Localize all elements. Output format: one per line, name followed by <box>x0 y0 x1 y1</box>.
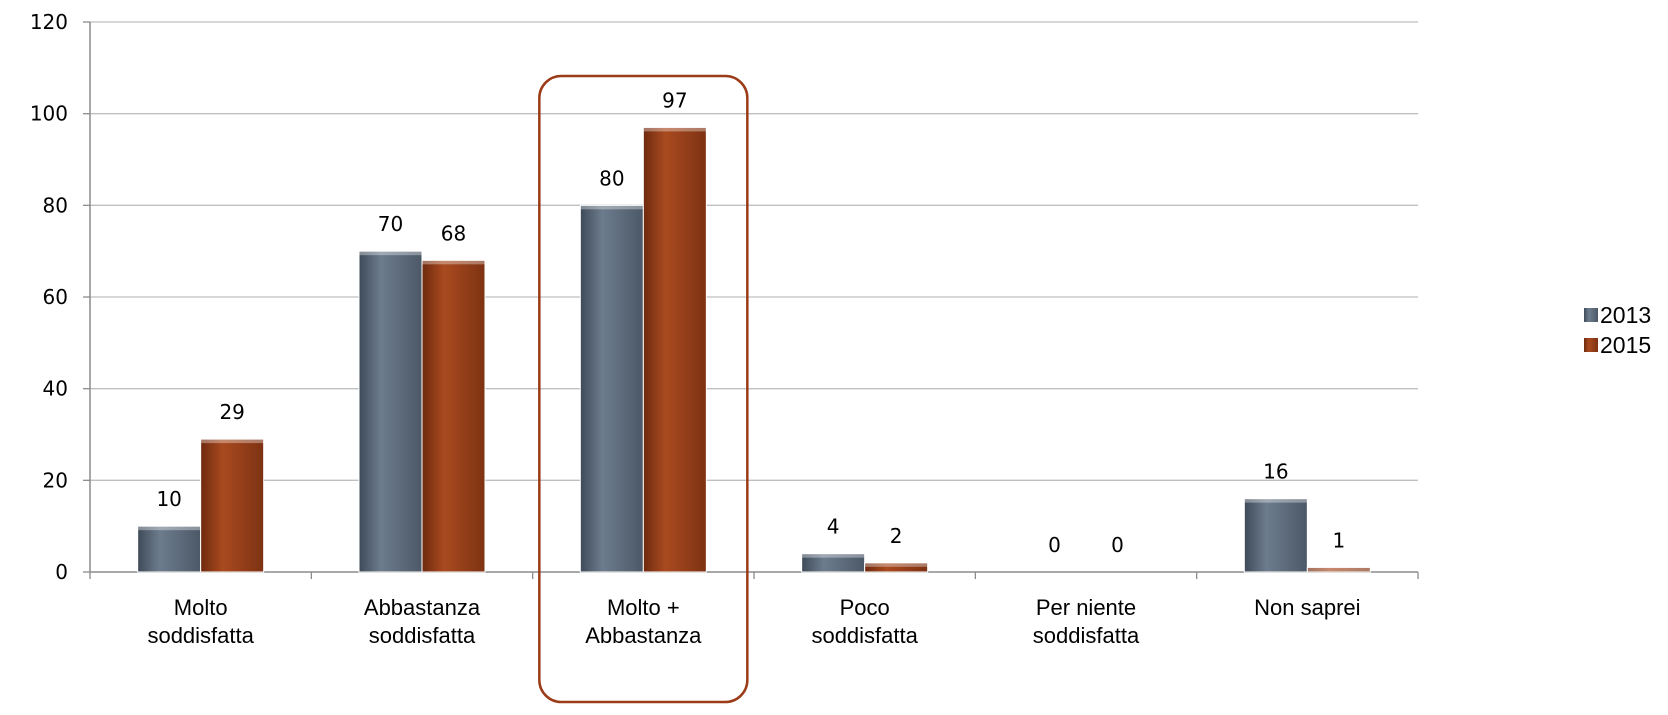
y-tick-label: 20 <box>43 468 68 492</box>
bar-2013-5 <box>1243 498 1308 573</box>
x-category-label-line: soddisfatta <box>1033 623 1140 648</box>
bars <box>137 126 1371 573</box>
highlight-box <box>538 74 749 704</box>
x-category-label-line: Abbastanza <box>585 623 702 648</box>
bar-2015-0 <box>200 438 265 573</box>
x-category-label-line: Per niente <box>1036 595 1136 620</box>
y-tick-label: 120 <box>30 10 68 34</box>
legend: 2013 2015 <box>1584 302 1651 358</box>
x-category-label-line: Poco <box>840 595 890 620</box>
y-tick-label: 0 <box>55 560 68 584</box>
highlight-box-molto-abbastanza <box>538 74 749 704</box>
data-label-2015-2: 97 <box>662 88 687 112</box>
bar-top-highlight <box>137 526 201 531</box>
bar-top-highlight <box>864 562 928 567</box>
bar-2015-5 <box>1306 566 1371 573</box>
legend-label-2013: 2013 <box>1600 302 1651 328</box>
y-tick-label: 40 <box>43 377 68 401</box>
data-labels: 10 70 80 4 0 16 29 68 97 2 0 1 <box>156 88 1345 557</box>
bar-top-highlight <box>422 260 485 265</box>
x-category-label: Per niente soddisfatta <box>1033 595 1140 648</box>
bar-top-highlight <box>200 439 264 444</box>
x-category-label-line: soddisfatta <box>369 623 476 648</box>
data-label-2013-4: 0 <box>1048 533 1061 557</box>
legend-swatch-2015 <box>1584 338 1598 352</box>
gridlines <box>90 21 1418 481</box>
y-tick-label: 80 <box>43 193 68 217</box>
x-category-label-line: Abbastanza <box>364 595 481 620</box>
data-label-2015-1: 68 <box>441 221 466 245</box>
y-tick-label: 100 <box>30 102 68 126</box>
data-label-2013-2: 80 <box>599 166 624 190</box>
bar-top-highlight <box>580 205 644 210</box>
x-category-label: Poco soddisfatta <box>811 595 918 648</box>
data-label-2015-3: 2 <box>890 524 903 548</box>
data-label-2015-5: 1 <box>1332 528 1345 552</box>
x-category-label-line: soddisfatta <box>147 623 254 648</box>
data-label-2013-0: 10 <box>156 487 181 511</box>
bar-top-highlight <box>1307 567 1371 572</box>
data-label-2015-4: 0 <box>1111 533 1124 557</box>
bar-2015-2 <box>642 126 707 573</box>
bar-2013-0 <box>137 525 202 573</box>
data-label-2013-3: 4 <box>827 515 840 539</box>
legend-swatch-2013 <box>1584 308 1598 322</box>
x-category-label: Non saprei <box>1254 595 1360 620</box>
bar-top-highlight <box>643 127 707 132</box>
bar-top-highlight <box>359 251 422 256</box>
x-category-label-line: Molto <box>174 595 228 620</box>
x-category-label: Molto + Abbastanza <box>585 595 702 648</box>
data-label-2013-1: 70 <box>378 212 403 236</box>
bar-2015-1 <box>421 259 486 573</box>
legend-label-2015: 2015 <box>1600 332 1651 358</box>
data-label-2013-5: 16 <box>1263 460 1288 484</box>
x-category-label-line: soddisfatta <box>811 623 918 648</box>
bar-top-highlight <box>1244 498 1308 503</box>
bar-2013-1 <box>358 250 423 573</box>
x-category-label-line: Non saprei <box>1254 595 1360 620</box>
bar-2015-3 <box>864 562 929 573</box>
data-label-2015-0: 29 <box>219 400 244 424</box>
x-category-label-line: Molto + <box>607 595 680 620</box>
y-tick-label: 60 <box>43 285 68 309</box>
x-category-label: Molto soddisfatta <box>147 595 254 648</box>
bar-top-highlight <box>801 553 865 558</box>
bar-2013-2 <box>579 204 644 573</box>
x-category-label: Abbastanza soddisfatta <box>364 595 481 648</box>
